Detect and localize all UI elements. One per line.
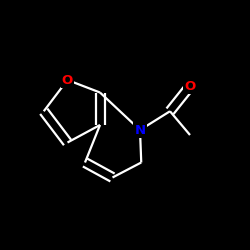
Text: O: O [184,80,196,93]
Text: O: O [62,74,73,86]
Text: N: N [134,124,145,136]
